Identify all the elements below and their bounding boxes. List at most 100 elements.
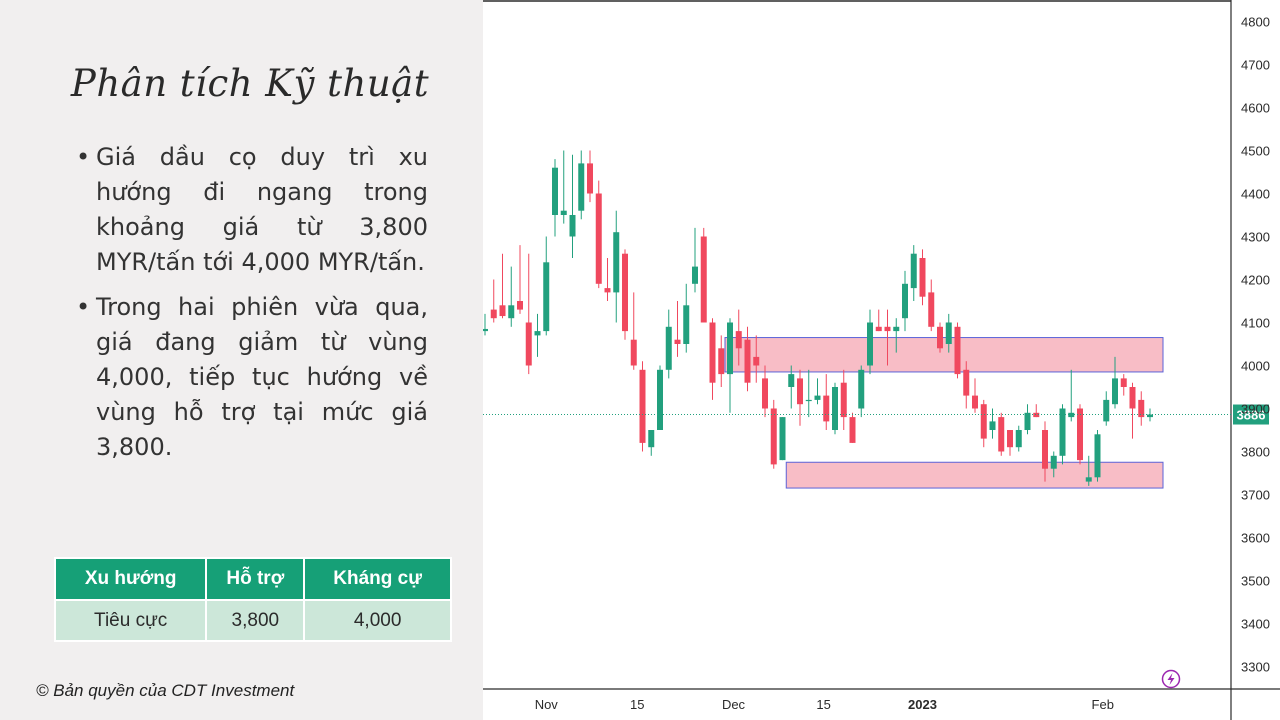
candle-body [1112,378,1118,405]
candle-body [709,322,716,383]
candle [762,365,768,418]
candle-body [490,309,497,319]
candle-body [639,369,646,443]
candle [1024,404,1031,435]
x-tick-label: 2023 [908,697,937,712]
candle [665,309,672,379]
candle [832,382,838,435]
table-cell-trend: Tiêu cực [53,599,208,642]
candle-body [875,326,882,332]
y-tick-label: 3600 [1241,531,1270,546]
candle-body [823,395,830,422]
candle [840,369,847,430]
table-header-trend: Xu hướng [53,557,208,601]
candle [954,322,961,379]
price-chart[interactable]: 3886 3300 3400 3500 3600 3700 3800 3900 4000 4100… [483,0,1280,720]
bullet-list: Giá dầu cọ duy trì xu hướng đi ngang tro… [76,140,428,475]
candle [980,399,987,448]
candle [525,253,532,375]
candle-body [543,262,550,332]
candle [1007,430,1013,456]
candle [1050,451,1057,478]
candle [490,279,497,323]
candle-body [1094,434,1101,478]
lightning-icon [1161,669,1181,689]
candle [1059,404,1066,465]
candle [727,318,733,413]
candle-body [805,399,812,402]
y-tick-label: 4000 [1241,359,1270,374]
candle-body [1077,408,1083,461]
candle-body [832,387,838,430]
last-price-label-bg [1233,404,1269,425]
y-tick-label: 3900 [1241,402,1270,417]
candle-body [1147,414,1153,418]
y-tick-label: 3400 [1241,617,1270,632]
candle [1138,391,1145,426]
candle [1068,369,1075,422]
support-zone [785,461,1164,489]
candle [1077,404,1083,465]
candle [1033,404,1040,418]
candle-body [945,322,952,344]
candle [753,335,760,383]
candle [770,399,777,469]
candle-body [989,421,996,430]
candle [657,365,663,430]
candle-body [517,301,523,310]
y-tick-label: 3700 [1241,488,1270,503]
candle-body [910,253,917,289]
candle [587,150,593,203]
candle [560,150,567,224]
candle [1112,356,1118,409]
candle-body [744,339,751,383]
x-tick-label: 15 [630,697,644,712]
candle [613,210,620,323]
candle-body [998,417,1005,452]
candle-body [928,292,935,327]
candle [1085,455,1092,486]
candle-body [578,163,585,211]
slide-title: Phân tích Kỹ thuật [70,62,430,105]
candle [534,313,541,357]
candle-body [867,322,873,366]
candle-body [727,322,733,375]
candle [744,326,751,392]
candle [622,249,628,340]
x-tick-label: Dec [722,697,746,712]
candle [552,159,558,237]
candle [483,313,488,336]
candle-body [1007,430,1013,448]
candle-body [1024,412,1031,430]
candle-body [840,382,847,418]
candle-body [718,348,725,375]
candle [639,361,646,452]
y-tick-label: 4500 [1241,144,1270,159]
candle [893,318,900,353]
candle-body [963,369,970,396]
candle-body [622,253,628,332]
candle [630,292,637,370]
candle [674,301,681,357]
candle-body [595,193,602,284]
candle-body [858,369,865,409]
candle-body [902,283,908,319]
y-tick-label: 4800 [1241,15,1270,30]
candle-body [1042,430,1048,469]
candle-body [884,326,891,332]
candle [814,378,821,405]
candle [989,408,996,439]
candle [508,266,515,327]
candle-body [534,331,541,336]
table-header-resistance: Kháng cự [303,557,452,601]
candle [963,361,970,409]
candle [499,253,506,319]
candle [569,154,576,258]
candle-body [1050,455,1057,469]
candle-body [797,378,803,405]
x-tick-label: Feb [1092,697,1114,712]
table-cell-support: 3,800 [205,599,306,642]
y-tick-label: 3300 [1241,660,1270,675]
candle [1042,421,1048,482]
y-tick-label: 4400 [1241,187,1270,202]
